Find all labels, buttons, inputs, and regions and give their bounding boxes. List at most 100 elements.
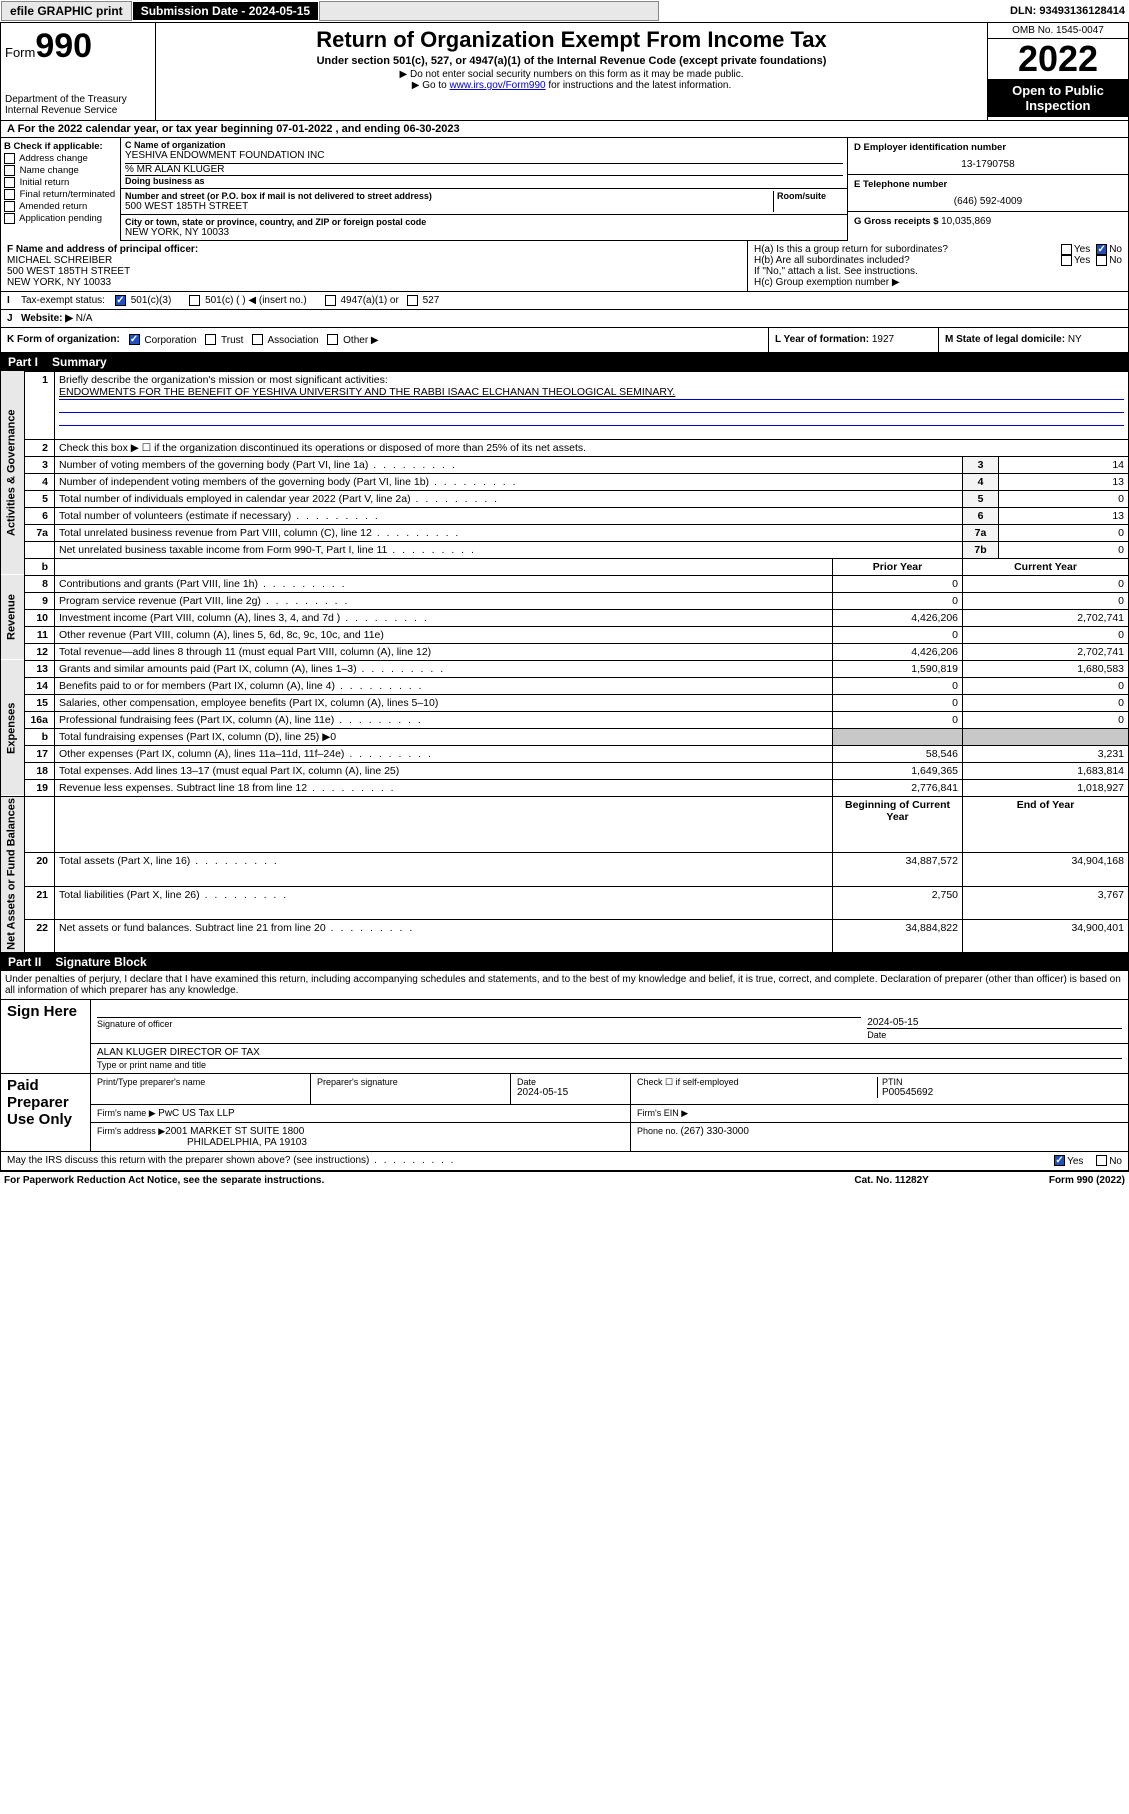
discuss-yes[interactable]: ✓Yes — [1054, 1156, 1083, 1167]
website-label: Website: ▶ — [21, 313, 73, 324]
form-number: 990 — [35, 27, 92, 65]
form-subtitle: Under section 501(c), 527, or 4947(a)(1)… — [164, 55, 979, 67]
form-title: Return of Organization Exempt From Incom… — [164, 27, 979, 53]
chk-501c3[interactable]: ✓ 501(c)(3) — [115, 295, 171, 306]
street-addr: 500 WEST 185TH STREET — [125, 201, 773, 212]
discuss-no[interactable]: No — [1096, 1156, 1122, 1167]
self-emp: Check ☐ if self-employed — [637, 1077, 878, 1098]
irs-link[interactable]: www.irs.gov/Form990 — [449, 80, 545, 91]
val-7a: 0 — [999, 524, 1129, 541]
firm-phone-label: Phone no. — [637, 1126, 681, 1136]
chk-initial[interactable]: Initial return — [4, 177, 117, 188]
sign-here-label: Sign Here — [1, 1000, 91, 1074]
chk-4947[interactable]: 4947(a)(1) or — [325, 295, 399, 306]
val-6: 13 — [999, 507, 1129, 524]
blank-button — [319, 1, 659, 21]
sig-officer-label: Signature of officer — [97, 1017, 861, 1040]
org-name-label: C Name of organization — [125, 140, 843, 150]
q1: Briefly describe the organization's miss… — [59, 374, 388, 386]
cat-no: Cat. No. 11282Y — [854, 1175, 928, 1186]
row-j: J Website: ▶ N/A — [1, 310, 1128, 327]
org-info-grid: B Check if applicable: Address change Na… — [0, 138, 1129, 241]
date-label: Date — [867, 1028, 1122, 1040]
ha-no[interactable]: ✓No — [1096, 244, 1122, 255]
chk-assoc[interactable]: Association — [252, 335, 318, 346]
city-state-zip: NEW YORK, NY 10033 — [125, 227, 843, 238]
perjury-declaration: Under penalties of perjury, I declare th… — [0, 971, 1129, 999]
paid-preparer-label: Paid Preparer Use Only — [1, 1074, 91, 1152]
chk-app-pending[interactable]: Application pending — [4, 213, 117, 224]
chk-trust[interactable]: Trust — [205, 335, 243, 346]
chk-final[interactable]: Final return/terminated — [4, 189, 117, 200]
care-of: % MR ALAN KLUGER — [125, 164, 843, 175]
title-box: Return of Organization Exempt From Incom… — [156, 23, 988, 120]
officer-printed: ALAN KLUGER DIRECTOR OF TAX — [97, 1047, 1122, 1058]
officer-addr2: NEW YORK, NY 10033 — [7, 277, 741, 288]
hb-no[interactable]: No — [1096, 255, 1122, 266]
sec-h: H(a) Is this a group return for subordin… — [748, 241, 1128, 291]
val-5: 0 — [999, 490, 1129, 507]
sec-ijk: I Tax-exempt status: ✓ 501(c)(3) 501(c) … — [0, 292, 1129, 328]
hc-question: H(c) Group exemption number ▶ — [754, 277, 1122, 288]
form-header: Form990 Department of the Treasury Inter… — [0, 23, 1129, 121]
dept-treasury: Department of the Treasury — [5, 94, 151, 105]
part2-header: Part II Signature Block — [0, 953, 1129, 971]
ein-value: 13-1790758 — [854, 159, 1122, 170]
col-b-header: B Check if applicable: — [4, 141, 117, 152]
ptin: P00545692 — [882, 1087, 1122, 1098]
ssn-note: ▶ Do not enter social security numbers o… — [164, 69, 979, 80]
chk-name[interactable]: Name change — [4, 165, 117, 176]
mission-text: ENDOWMENTS FOR THE BENEFIT OF YESHIVA UN… — [59, 386, 675, 398]
paperwork-notice: For Paperwork Reduction Act Notice, see … — [4, 1175, 324, 1186]
q2: Check this box ▶ ☐ if the organization d… — [55, 439, 1129, 456]
chk-address[interactable]: Address change — [4, 153, 117, 164]
prep-name-label: Print/Type preparer's name — [97, 1077, 304, 1087]
dba-label: Doing business as — [125, 175, 843, 186]
val-4: 13 — [999, 473, 1129, 490]
dln: DLN: 93493136128414 — [1010, 5, 1129, 17]
tax-year-row: A For the 2022 calendar year, or tax yea… — [0, 121, 1129, 138]
efile-button[interactable]: efile GRAPHIC print — [1, 1, 132, 21]
dept-irs: Internal Revenue Service — [5, 105, 151, 116]
col-begin: Beginning of Current Year — [833, 796, 963, 853]
sec-l: L Year of formation: 1927 — [768, 328, 938, 351]
city-label: City or town, state or province, country… — [125, 217, 843, 227]
instructions-link: ▶ Go to www.irs.gov/Form990 for instruct… — [164, 80, 979, 91]
part1-header: Part I Summary — [0, 353, 1129, 371]
prep-sig-label: Preparer's signature — [317, 1077, 504, 1087]
chk-corp[interactable]: ✓ Corporation — [129, 335, 197, 346]
val-7b: 0 — [999, 541, 1129, 558]
col-de: D Employer identification number 13-1790… — [848, 138, 1128, 241]
submission-date: Submission Date - 2024-05-15 — [133, 2, 318, 20]
summary-table: Activities & Governance 1 Briefly descri… — [0, 371, 1129, 954]
col-c-org: C Name of organization YESHIVA ENDOWMENT… — [121, 138, 848, 241]
hb-yes[interactable]: Yes — [1061, 255, 1090, 266]
org-name: YESHIVA ENDOWMENT FOUNDATION INC — [125, 150, 843, 161]
form-ref: Form 990 (2022) — [1049, 1175, 1125, 1186]
side-expenses: Expenses — [1, 660, 25, 796]
chk-amended[interactable]: Amended return — [4, 201, 117, 212]
col-b-checkboxes: B Check if applicable: Address change Na… — [1, 138, 121, 241]
signature-table: Sign Here Signature of officer 2024-05-1… — [0, 999, 1129, 1170]
addr-label: Number and street (or P.O. box if mail i… — [125, 191, 773, 201]
officer-addr1: 500 WEST 185TH STREET — [7, 266, 741, 277]
prep-date: 2024-05-15 — [517, 1087, 624, 1098]
sec-f: F Name and address of principal officer:… — [1, 241, 748, 291]
officer-name: MICHAEL SCHREIBER — [7, 255, 741, 266]
side-revenue: Revenue — [1, 575, 25, 660]
firm-name-label: Firm's name ▶ — [97, 1108, 158, 1118]
room-label: Room/suite — [773, 191, 843, 212]
row-klm: K Form of organization: ✓ Corporation Tr… — [0, 328, 1129, 352]
ein-label: D Employer identification number — [854, 142, 1122, 153]
gross-value: 10,035,869 — [941, 216, 991, 227]
ha-yes[interactable]: Yes — [1061, 244, 1090, 255]
footer: For Paperwork Reduction Act Notice, see … — [0, 1171, 1129, 1189]
chk-501c[interactable]: 501(c) ( ) ◀ (insert no.) — [189, 295, 306, 306]
col-current: Current Year — [963, 558, 1129, 575]
tax-year: 2022 — [988, 39, 1128, 79]
sec-k: K Form of organization: ✓ Corporation Tr… — [1, 328, 768, 351]
chk-527[interactable]: 527 — [407, 295, 439, 306]
topbar: efile GRAPHIC print Submission Date - 20… — [0, 0, 1129, 23]
chk-other[interactable]: Other ▶ — [327, 335, 378, 346]
firm-phone: (267) 330-3000 — [681, 1126, 749, 1137]
